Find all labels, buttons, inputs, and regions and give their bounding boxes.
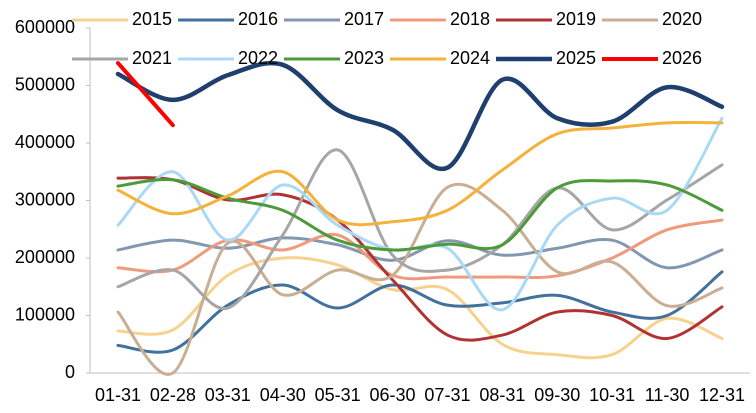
y-tick-label: 0 xyxy=(65,362,75,382)
x-tick-label: 10-31 xyxy=(589,385,635,405)
y-tick-label: 200000 xyxy=(15,247,75,267)
legend-label: 2018 xyxy=(450,9,490,29)
series-line xyxy=(116,148,724,310)
series-line xyxy=(116,182,724,376)
series-line xyxy=(116,218,724,281)
y-tick-label: 500000 xyxy=(15,74,75,94)
legend-label: 2022 xyxy=(238,48,278,68)
y-tick-label: 600000 xyxy=(15,17,75,37)
x-tick-label: 09-30 xyxy=(534,385,580,405)
series-line xyxy=(116,61,175,128)
legend-label: 2019 xyxy=(556,9,596,29)
y-tick-label: 300000 xyxy=(15,189,75,209)
x-tick-label: 06-30 xyxy=(370,385,416,405)
legend-label: 2024 xyxy=(450,48,490,68)
series-line xyxy=(116,176,724,342)
x-tick-label: 03-31 xyxy=(205,385,251,405)
y-tick-label: 100000 xyxy=(15,304,75,324)
x-tick-label: 12-31 xyxy=(699,385,745,405)
series-line xyxy=(116,177,724,252)
series-line xyxy=(116,120,724,227)
legend-label: 2015 xyxy=(132,9,172,29)
x-tick-label: 02-28 xyxy=(150,385,196,405)
legend-label: 2025 xyxy=(556,48,596,68)
x-tick-label: 11-30 xyxy=(645,385,690,405)
x-tick-label: 07-31 xyxy=(424,385,470,405)
legend-label: 2023 xyxy=(344,48,384,68)
legend-label: 2021 xyxy=(132,48,172,68)
legend-label: 2020 xyxy=(662,9,702,29)
legend-label: 2016 xyxy=(238,9,278,29)
series-line xyxy=(115,60,725,172)
legend-label: 2017 xyxy=(344,9,384,29)
y-tick-label: 400000 xyxy=(15,132,75,152)
series-line xyxy=(116,256,724,360)
legend-label: 2026 xyxy=(662,48,702,68)
series-line xyxy=(116,236,724,270)
x-tick-label: 08-31 xyxy=(479,385,525,405)
x-tick-label: 05-31 xyxy=(315,385,361,405)
x-tick-label: 04-30 xyxy=(260,385,306,405)
x-tick-label: 01-31 xyxy=(95,385,141,405)
